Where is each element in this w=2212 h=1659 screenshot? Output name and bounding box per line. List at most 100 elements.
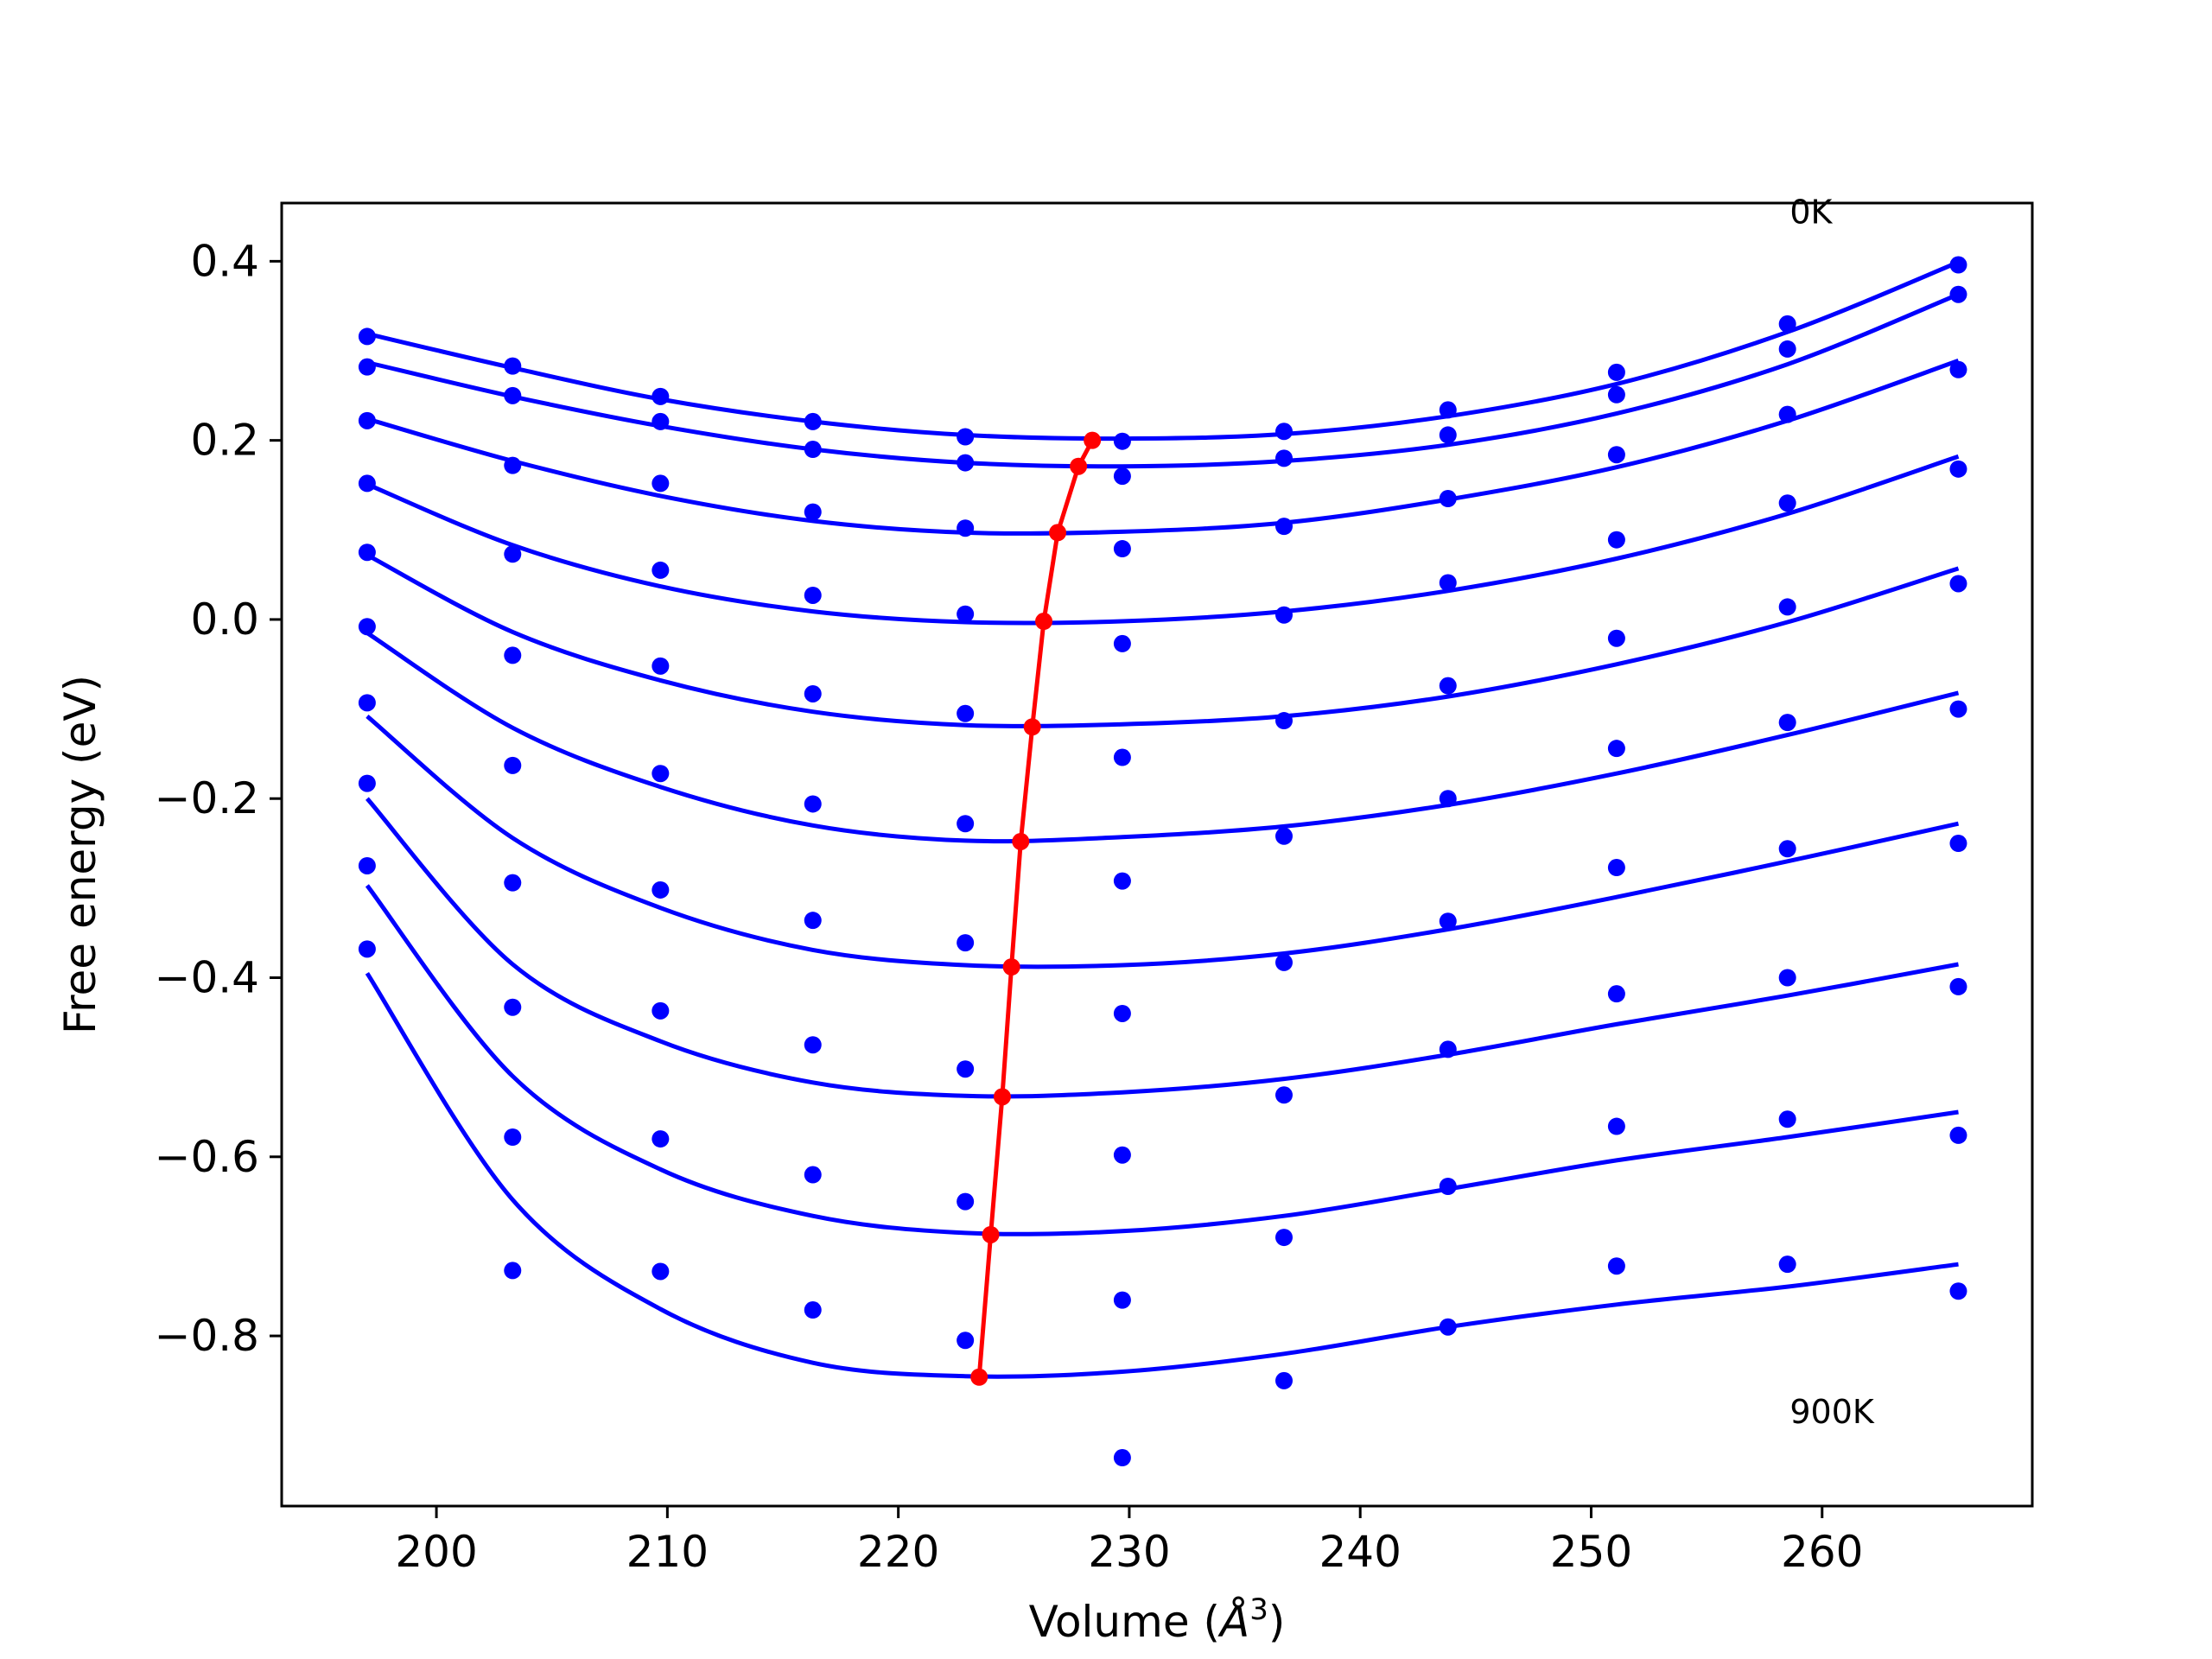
data-point xyxy=(957,1060,975,1078)
fit-curve-6 xyxy=(365,714,1960,969)
data-point xyxy=(1113,432,1131,450)
data-point xyxy=(358,327,376,346)
data-point xyxy=(1607,1117,1625,1135)
minima-point xyxy=(1035,613,1053,631)
fit-curve-0 xyxy=(366,260,1960,442)
data-point xyxy=(652,1001,670,1020)
fit-curve-8 xyxy=(365,884,1959,1236)
data-point xyxy=(1113,1146,1131,1164)
minima-point xyxy=(1002,958,1020,976)
data-point xyxy=(804,441,822,459)
data-point xyxy=(652,561,670,579)
fit-curve-1 xyxy=(366,292,1960,469)
data-point xyxy=(957,1192,975,1211)
data-point xyxy=(1778,969,1796,987)
data-point xyxy=(804,1036,822,1054)
data-point xyxy=(957,519,975,537)
data-point xyxy=(1949,460,1967,478)
y-tick-label: 0.2 xyxy=(190,416,259,466)
data-point xyxy=(1778,598,1796,616)
data-point xyxy=(358,940,376,958)
minima-point xyxy=(993,1088,1011,1106)
y-tick-label: 0.4 xyxy=(190,236,259,286)
annotation-0: 0K xyxy=(1789,193,1833,231)
fit-curve-4 xyxy=(365,553,1960,728)
minima-point xyxy=(1012,832,1030,850)
x-tick-label: 210 xyxy=(626,1527,709,1577)
fit-curve-7 xyxy=(365,797,1959,1099)
data-point xyxy=(1113,634,1131,652)
x-axis: 200 210 220 230 240 250 260 xyxy=(395,1506,1863,1577)
data-point xyxy=(652,880,670,899)
data-point xyxy=(1607,1257,1625,1275)
minima-line xyxy=(976,439,1095,1378)
data-point xyxy=(1275,449,1294,467)
data-point xyxy=(1275,423,1294,441)
fit-curve-2 xyxy=(366,359,1960,537)
data-point xyxy=(1275,1086,1294,1104)
annotations: 0K 900K xyxy=(1789,193,1875,1431)
minima-point xyxy=(1023,718,1041,736)
data-point xyxy=(1949,575,1967,593)
data-point xyxy=(1439,490,1457,508)
y-tick-label: −0.8 xyxy=(155,1311,259,1361)
data-point xyxy=(652,474,670,493)
data-point xyxy=(1607,446,1625,464)
data-point xyxy=(957,428,975,446)
data-point xyxy=(358,358,376,376)
data-point xyxy=(1113,872,1131,890)
data-point xyxy=(1439,912,1457,931)
data-point xyxy=(504,1128,522,1146)
x-tick-label: 240 xyxy=(1319,1527,1401,1577)
data-point xyxy=(804,1166,822,1184)
data-point xyxy=(1778,340,1796,358)
fit-curve-3 xyxy=(365,454,1960,626)
data-point xyxy=(504,456,522,474)
plot-frame xyxy=(280,201,2034,1508)
data-point xyxy=(804,503,822,521)
data-point xyxy=(504,545,522,563)
data-point xyxy=(504,386,522,404)
data-point xyxy=(1607,531,1625,549)
data-point xyxy=(1607,740,1625,758)
annotation-1: 900K xyxy=(1789,1393,1875,1431)
data-point xyxy=(1778,315,1796,333)
data-point xyxy=(652,1130,670,1148)
minima-curve xyxy=(970,431,1102,1386)
data-point xyxy=(1439,677,1457,695)
data-point xyxy=(1275,1371,1294,1389)
data-point xyxy=(804,795,822,813)
data-points xyxy=(358,256,1967,1467)
x-tick-label: 260 xyxy=(1781,1527,1863,1577)
y-tick-label: −0.4 xyxy=(155,953,259,1003)
data-point xyxy=(504,357,522,375)
data-point xyxy=(957,1332,975,1350)
data-point xyxy=(804,412,822,430)
minima-point xyxy=(970,1368,988,1386)
data-point xyxy=(957,704,975,722)
data-point xyxy=(504,1262,522,1280)
data-point xyxy=(358,411,376,429)
data-point xyxy=(358,618,376,636)
x-tick-label: 250 xyxy=(1550,1527,1632,1577)
minima-point xyxy=(1049,524,1067,542)
data-point xyxy=(1607,363,1625,381)
minima-point xyxy=(1070,457,1088,475)
data-point xyxy=(1439,574,1457,592)
data-point xyxy=(1439,426,1457,444)
data-point xyxy=(1778,494,1796,512)
data-point xyxy=(957,454,975,472)
data-point xyxy=(1949,1282,1967,1300)
fit-curve-5 xyxy=(365,631,1960,844)
data-point xyxy=(358,694,376,712)
x-axis-title: Volume (Å3) xyxy=(1029,1592,1286,1647)
y-tick-label: −0.6 xyxy=(155,1132,259,1182)
data-point xyxy=(1778,714,1796,732)
data-point xyxy=(957,815,975,833)
data-point xyxy=(804,1301,822,1319)
x-tick-label: 230 xyxy=(1088,1527,1170,1577)
data-point xyxy=(1439,1318,1457,1336)
data-point xyxy=(1113,1004,1131,1022)
data-point xyxy=(1607,859,1625,877)
